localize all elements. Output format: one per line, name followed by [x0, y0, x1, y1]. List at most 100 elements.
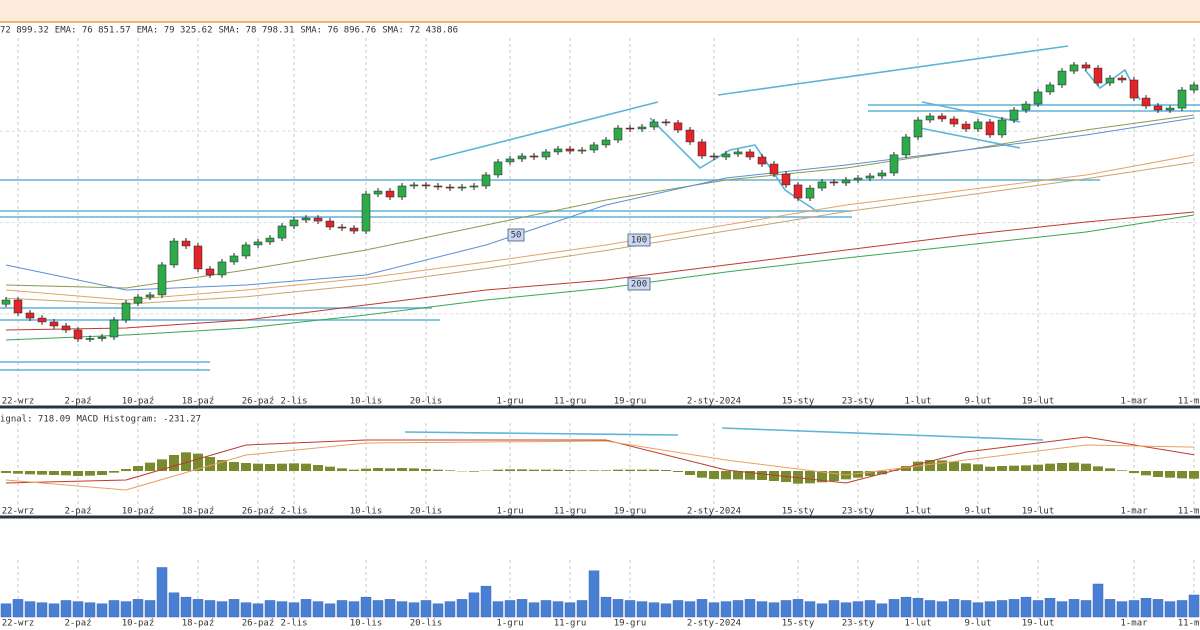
volume-bar — [636, 601, 648, 618]
ma-tag-box — [627, 233, 651, 247]
candle-body — [805, 187, 815, 199]
volume-bar — [1128, 600, 1140, 618]
volume-bar — [756, 601, 768, 618]
x-tick-label: 22-wrz — [2, 619, 35, 629]
histogram-bar — [121, 469, 131, 471]
histogram-bar — [1009, 465, 1019, 471]
x-tick-label: 9-lut — [964, 619, 991, 629]
x-tick-label: 19-gru — [614, 507, 647, 517]
x-tick-label: 1-lut — [904, 619, 931, 629]
x-tick-label: 15-sty — [782, 507, 815, 517]
histogram-bar — [289, 463, 299, 471]
candle-body — [553, 148, 563, 153]
candle-body — [445, 186, 455, 189]
histogram-bar — [973, 464, 983, 471]
volume-bar — [720, 601, 732, 618]
histogram-bar — [145, 462, 155, 471]
candle-body — [169, 240, 179, 266]
histogram-bar — [1033, 464, 1043, 471]
histogram-bar — [937, 460, 947, 471]
candle-body — [817, 181, 827, 189]
histogram-bar — [229, 462, 239, 471]
x-tick-label: 10-paź — [122, 397, 155, 407]
volume-bar — [300, 599, 312, 618]
volume-bar — [192, 599, 204, 618]
volume-bar — [204, 600, 216, 618]
volume-bar — [888, 599, 900, 618]
histogram-bar — [997, 466, 1007, 471]
x-tick-label: 11-gru — [554, 397, 587, 407]
volume-bar — [288, 602, 300, 618]
histogram-bar — [1177, 471, 1187, 479]
candle-body — [1021, 103, 1031, 111]
volume-bar — [684, 601, 696, 618]
x-tick-label: 1-mar — [1120, 619, 1148, 629]
candle-body — [889, 154, 899, 174]
candle-body — [937, 115, 947, 120]
candle-body — [601, 139, 611, 146]
legend-entry: 72 899.32 — [0, 26, 49, 36]
x-tick-label: 1-lut — [904, 507, 931, 517]
candle-body — [325, 220, 335, 228]
volume-bar — [912, 598, 924, 618]
x-tick-label: 2-paź — [64, 619, 91, 629]
histogram-bar — [61, 471, 71, 476]
volume-bar — [96, 603, 108, 618]
histogram-bar — [37, 471, 47, 475]
candle-body — [181, 240, 191, 247]
candle-body — [421, 184, 431, 187]
legend-entry: SMA: 72 438.86 — [382, 26, 458, 36]
histogram-bar — [1, 471, 11, 473]
candle-body — [1141, 97, 1151, 107]
volume-bar — [696, 599, 708, 618]
histogram-bar — [181, 452, 191, 471]
candle-body — [277, 225, 287, 239]
x-tick-label: 22-wrz — [2, 397, 35, 407]
volume-bar — [672, 600, 684, 618]
volume-bar — [1044, 598, 1056, 618]
histogram-bar — [301, 463, 311, 471]
volume-bar — [84, 602, 96, 618]
x-tick-label: 11-mar — [1178, 619, 1200, 629]
candle-body — [685, 129, 695, 143]
histogram-bar — [277, 463, 287, 471]
x-tick-label: 2-sty-2024 — [687, 619, 741, 629]
volume-bar — [336, 600, 348, 618]
candle-body — [349, 227, 359, 232]
zigzag-line — [649, 117, 819, 213]
histogram-bar — [1069, 462, 1079, 471]
histogram-bar — [697, 471, 707, 478]
histogram-bar — [817, 471, 827, 483]
legend-entry: EMA: 79 325.62 — [137, 26, 213, 36]
histogram-bar — [49, 471, 59, 475]
candle-body — [769, 163, 779, 175]
volume-bar — [432, 603, 444, 618]
histogram-bar — [13, 471, 23, 474]
histogram-bar — [337, 468, 347, 471]
volume-bar — [504, 600, 516, 618]
candle-body — [733, 151, 743, 155]
histogram-bar — [1129, 471, 1139, 473]
volume-bar — [648, 602, 660, 618]
histogram-bar — [721, 471, 731, 480]
x-tick-label: 11-mar — [1178, 397, 1200, 407]
candle-body — [1, 299, 11, 305]
ma-tag: 100 — [631, 236, 647, 246]
histogram-bar — [553, 469, 563, 471]
candle-body — [313, 217, 323, 222]
volume-bar — [900, 596, 912, 618]
histogram-bar — [217, 460, 227, 471]
candle-body — [241, 244, 251, 257]
candle-body — [661, 121, 671, 124]
histogram-bar — [85, 471, 95, 476]
histogram-bar — [433, 469, 443, 471]
histogram-bar — [157, 459, 167, 471]
histogram-bar — [925, 460, 935, 471]
histogram-bar — [193, 453, 203, 471]
x-tick-label: 19-lut — [1022, 397, 1055, 407]
candle-body — [517, 155, 527, 160]
candle-body — [529, 155, 539, 158]
histogram-bar — [541, 469, 551, 471]
candle-body — [613, 127, 623, 141]
x-tick-label: 26-paź — [242, 397, 275, 407]
